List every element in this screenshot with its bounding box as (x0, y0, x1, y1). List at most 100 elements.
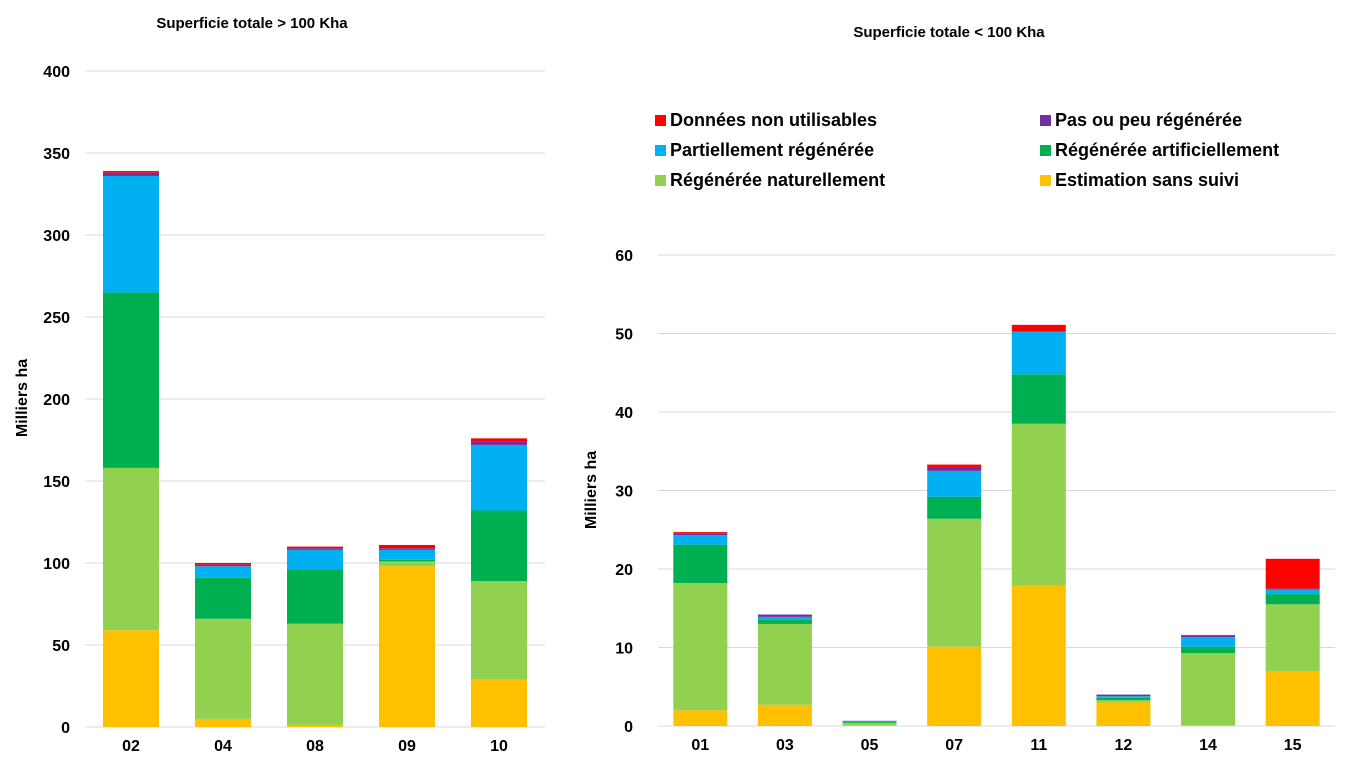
right-x-tick-label: 07 (945, 737, 963, 754)
left-y-tick-label: 150 (43, 474, 70, 491)
right-bar-segment (1181, 635, 1236, 638)
left-x-tick-label: 02 (122, 738, 140, 755)
right-y-tick-label: 20 (615, 562, 633, 579)
left-y-tick-label: 200 (43, 392, 70, 409)
left-bar-segment (287, 548, 343, 550)
right-bar-segment (927, 518, 982, 647)
left-x-tick-label: 08 (306, 738, 324, 755)
right-bar-segment (757, 614, 812, 617)
right-chart-title: Superficie totale < 100 Kha (853, 24, 1045, 41)
left-bar-segment (287, 546, 343, 549)
right-y-tick-label: 10 (615, 641, 633, 658)
left-y-tick-label: 100 (43, 556, 70, 573)
left-bar-segment (195, 718, 251, 727)
left-bar-segment (103, 467, 159, 631)
left-bar-segment (287, 725, 343, 727)
right-bar-segment (1265, 604, 1320, 672)
legend-label: Données non utilisables (670, 110, 877, 130)
legend-swatch (655, 175, 666, 186)
legend-label: Partiellement régénérée (670, 140, 874, 160)
right-y-tick-label: 60 (615, 248, 633, 265)
right-bar-segment (673, 535, 728, 545)
left-chart: 0 50 100 150 200 250 300 350 400 02 04 08 09 10 (43, 64, 545, 755)
right-bar-segment (673, 533, 728, 536)
right-bar-segment (1096, 694, 1151, 697)
left-bar-segment (287, 569, 343, 624)
right-bar-segment (1096, 696, 1151, 698)
left-bar-segment (103, 630, 159, 727)
legend-swatch (1040, 175, 1051, 186)
right-bar-segment (1011, 331, 1066, 332)
right-bar-segment (1265, 558, 1320, 589)
right-bar-segment (1181, 652, 1236, 726)
right-x-tick-label: 05 (861, 737, 879, 754)
right-y-tick-label: 30 (615, 484, 633, 501)
left-bar-segment (471, 581, 527, 680)
left-bar-segment (471, 679, 527, 727)
right-y-tick-label: 50 (615, 327, 633, 344)
right-y-tick-label: 0 (624, 719, 633, 736)
right-x-tick-label: 12 (1115, 737, 1133, 754)
right-bar-segment (927, 464, 982, 467)
right-x-tick-label: 11 (1030, 737, 1047, 754)
left-y-tick-label: 350 (43, 146, 70, 163)
left-y-tick-label: 250 (43, 310, 70, 327)
right-y-tick-label: 40 (615, 405, 633, 422)
right-bar-segment (1096, 697, 1151, 701)
right-bar-segment (1265, 671, 1320, 726)
legend-label: Estimation sans suivi (1055, 170, 1239, 190)
right-bar-segment (673, 583, 728, 711)
right-chart: 0 10 20 30 40 50 60 01 03 05 07 11 12 14 15 (615, 248, 1335, 754)
right-bar-segment (1011, 585, 1066, 726)
right-bar-segment (1096, 702, 1151, 726)
left-bar-segment (287, 549, 343, 570)
left-bar-segment (103, 292, 159, 468)
right-x-tick-label: 03 (776, 737, 794, 754)
right-bar-segment (673, 544, 728, 584)
right-bar-segment (757, 704, 812, 726)
legend: Données non utilisables Pas ou peu régéné… (655, 110, 1279, 190)
right-bar-segment (1181, 634, 1236, 636)
right-bar-segment (842, 722, 897, 726)
left-x-tick-label: 09 (398, 738, 416, 755)
left-bar-segment (379, 566, 435, 727)
right-bar-segment (673, 710, 728, 726)
legend-swatch (655, 145, 666, 156)
left-bar-segment (379, 548, 435, 550)
left-bar-segment (379, 561, 435, 567)
left-bar-segment (103, 175, 159, 293)
left-bar-segment (195, 618, 251, 719)
right-bar-segment (1011, 324, 1066, 332)
right-bar-segment (927, 470, 982, 497)
legend-swatch (1040, 115, 1051, 126)
left-bar-segment (379, 544, 435, 549)
right-bar-segment (1011, 331, 1066, 375)
left-bar-segment (195, 566, 251, 578)
left-y-tick-label: 300 (43, 228, 70, 245)
right-bar-segment (1011, 423, 1066, 586)
right-bar-segment (927, 646, 982, 726)
left-bar-segment (471, 510, 527, 582)
right-bar-segment (757, 623, 812, 705)
left-bar-segment (195, 563, 251, 565)
right-bar-segment (927, 466, 982, 471)
right-bar-segment (1181, 637, 1236, 647)
left-y-tick-label: 50 (52, 638, 70, 655)
left-bar-segment (471, 444, 527, 511)
left-bar-segment (471, 441, 527, 445)
right-bar-segment (1265, 589, 1320, 595)
right-bar-segment (757, 616, 812, 620)
legend-label: Pas ou peu régénérée (1055, 110, 1242, 130)
left-y-tick-label: 400 (43, 64, 70, 81)
left-x-tick-label: 10 (490, 738, 508, 755)
left-bar-segment (103, 171, 159, 173)
right-x-tick-label: 14 (1199, 737, 1217, 754)
left-bar-segment (287, 623, 343, 726)
right-x-tick-label: 01 (691, 737, 709, 754)
right-bar-segment (842, 725, 897, 726)
right-bar-segment (1265, 594, 1320, 605)
right-bar-segment (757, 619, 812, 624)
legend-swatch (1040, 145, 1051, 156)
left-bar-segment (103, 172, 159, 176)
